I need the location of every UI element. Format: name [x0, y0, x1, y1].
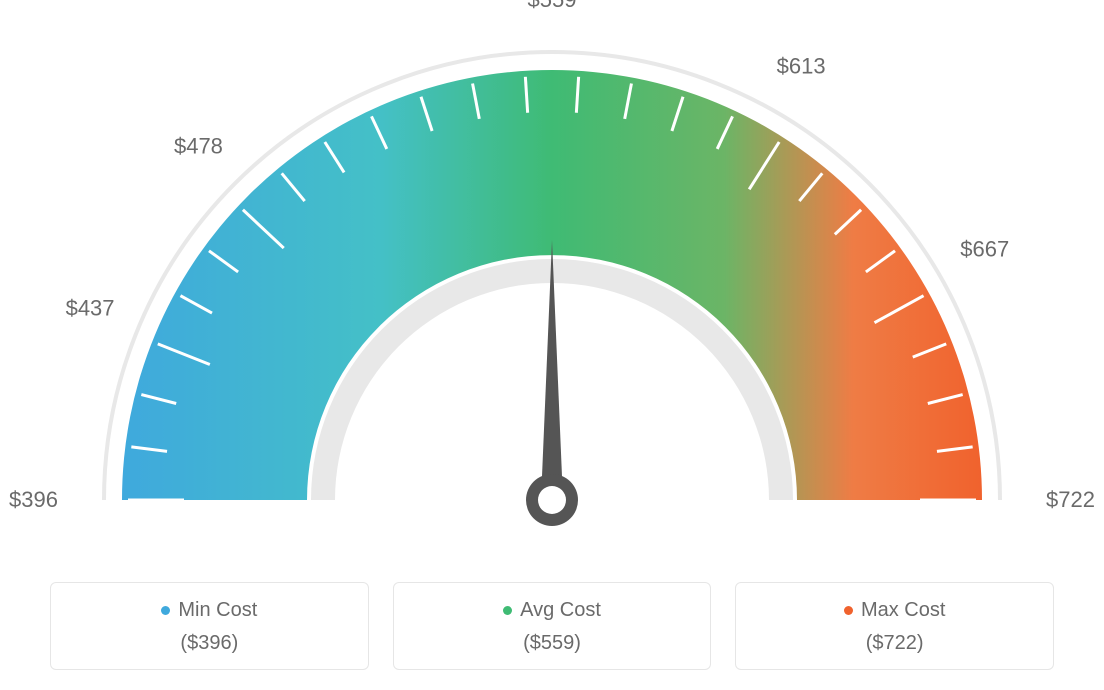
- legend-avg-box: Avg Cost ($559): [393, 582, 712, 670]
- gauge-tick-label: $437: [66, 296, 115, 321]
- cost-gauge: $396 $437 $478 $559 $613 $667 $722: [0, 0, 1104, 560]
- legend-max-label: Max Cost: [861, 599, 945, 621]
- gauge-tick-label: $722: [1046, 487, 1095, 512]
- legend-avg-value: ($559): [404, 632, 701, 655]
- gauge-tick-label: $613: [777, 53, 826, 78]
- gauge-tick-label: $559: [528, 0, 577, 12]
- legend-avg-label: Avg Cost: [520, 599, 601, 621]
- legend-row: Min Cost ($396) Avg Cost ($559) Max Cost…: [50, 582, 1054, 670]
- legend-min-title: Min Cost: [61, 599, 358, 622]
- legend-avg-dot: [503, 606, 512, 615]
- legend-min-label: Min Cost: [178, 599, 257, 621]
- legend-avg-title: Avg Cost: [404, 599, 701, 622]
- gauge-tick-label: $667: [960, 237, 1009, 262]
- legend-max-title: Max Cost: [746, 599, 1043, 622]
- legend-min-value: ($396): [61, 632, 358, 655]
- gauge-svg: $396 $437 $478 $559 $613 $667 $722: [0, 0, 1104, 560]
- gauge-tick-label: $478: [174, 133, 223, 158]
- gauge-tick-label: $396: [9, 487, 58, 512]
- legend-max-dot: [844, 606, 853, 615]
- legend-min-box: Min Cost ($396): [50, 582, 369, 670]
- legend-max-value: ($722): [746, 632, 1043, 655]
- legend-max-box: Max Cost ($722): [735, 582, 1054, 670]
- legend-min-dot: [161, 606, 170, 615]
